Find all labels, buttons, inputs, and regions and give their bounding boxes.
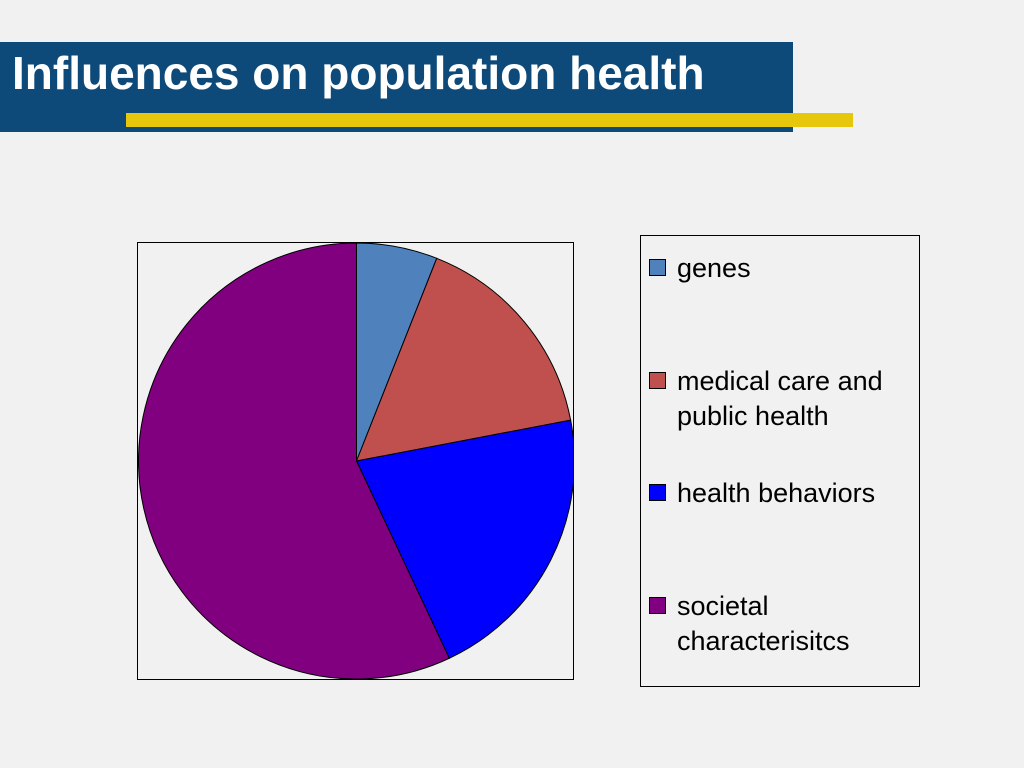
pie-slice-societal xyxy=(138,243,450,679)
legend-swatch-societal xyxy=(649,597,666,614)
pie-chart-area xyxy=(137,242,574,680)
legend-swatch-health-behaviors xyxy=(649,484,666,501)
chart-legend: genes medical care and public health hea… xyxy=(640,235,920,687)
title-accent-bar xyxy=(126,113,853,127)
legend-label-genes: genes xyxy=(677,253,751,283)
slide-title: Influences on population health xyxy=(12,47,705,99)
legend-swatch-genes xyxy=(649,259,666,276)
legend-label-health-behaviors: health behaviors xyxy=(677,478,876,508)
legend-label-medical-care: medical care and public health xyxy=(677,366,883,431)
legend-swatch-medical-care xyxy=(649,372,666,389)
pie-slice-health-behaviors xyxy=(355,419,573,659)
pie-chart xyxy=(138,243,573,679)
pie-slice-medical-care xyxy=(355,257,572,462)
legend-label-societal: societal characterisitcs xyxy=(677,591,850,656)
